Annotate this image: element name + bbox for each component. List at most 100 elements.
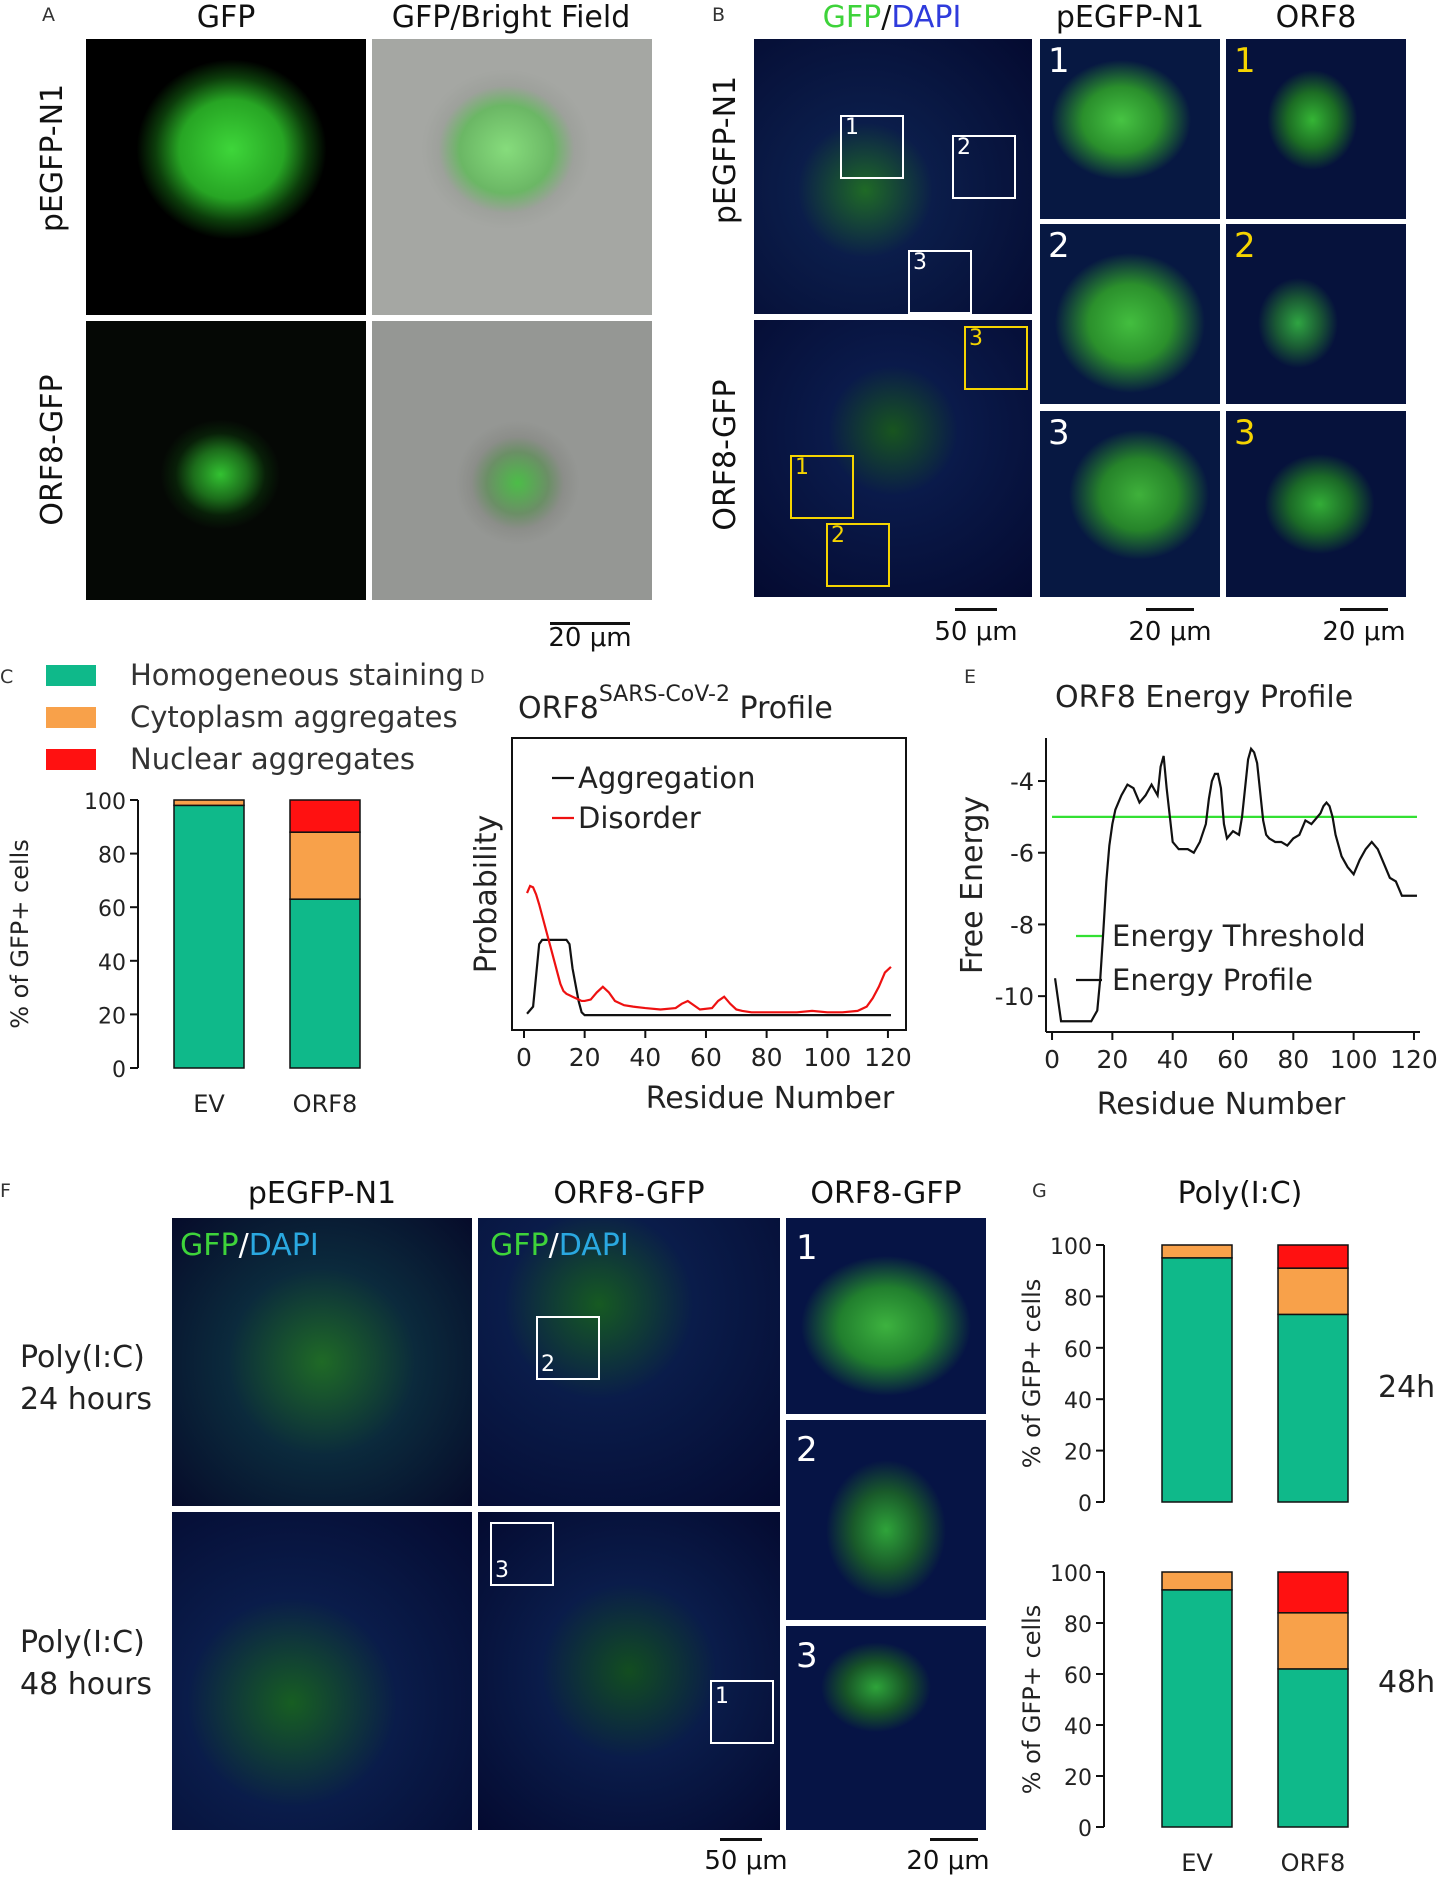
- x-tick-label: 120: [864, 1043, 912, 1072]
- chart-g-24h: 0 20 40 60 80 100% of GFP+ cells: [1018, 1235, 1349, 1517]
- chart-c: 0 20 40 60 80 100 EV ORF8 % of GFP+ cells: [6, 790, 361, 1118]
- x-tick-label: 20: [1096, 1045, 1128, 1074]
- inset-b-pegfp-1: 1: [1040, 39, 1220, 219]
- inset-box-1: 1: [790, 455, 854, 519]
- bar-segment: [289, 799, 361, 833]
- panel-a-scale-bar: [550, 622, 630, 625]
- panel-f-scale-bar-1: [720, 1838, 762, 1841]
- inset-box-3: 3: [908, 250, 972, 314]
- panel-f-header-orf8: ORF8-GFP: [553, 1176, 705, 1211]
- y-axis-label: % of GFP+ cells: [6, 839, 34, 1029]
- legend-swatch: [46, 706, 96, 728]
- legend-swatch: [46, 748, 96, 770]
- panel-a-header-bright-field: GFP/Bright Field: [391, 0, 631, 35]
- legend-label: Energy Profile: [1112, 963, 1313, 997]
- bar-segment: [1277, 1612, 1349, 1670]
- panel-label-c: C: [0, 666, 14, 688]
- y-tick-label: 60: [1064, 1664, 1092, 1689]
- y-tick-label: 60: [1064, 1338, 1092, 1363]
- x-tick-label: 100: [803, 1043, 851, 1072]
- inset-f-orf8-2: 2: [786, 1420, 986, 1620]
- y-tick-label: 100: [1050, 1235, 1092, 1260]
- chart-d: 0 20 40 60 80 100 120 Aggregation Disorder Residu…: [469, 737, 912, 1116]
- x-tick-label: EV: [193, 1090, 225, 1118]
- series-line-aggregation: [526, 938, 891, 1017]
- panel-f-header-pegfp: pEGFP-N1: [247, 1176, 397, 1211]
- micrograph-a-orf8-bright-field: [372, 321, 652, 600]
- chart-e: -10 -8 -6 -4 0 20 40 60 80 100 120 Energy Threshold…: [955, 738, 1438, 1122]
- y-tick-label: 0: [112, 1058, 126, 1083]
- micrograph-a-orf8-gfp: [86, 321, 366, 600]
- panel-a-row-label-pegfp: pEGFP-N1: [35, 83, 70, 233]
- x-tick-label: 40: [629, 1043, 661, 1072]
- y-tick-label: 40: [1064, 1389, 1092, 1414]
- inset-b-pegfp-3: 3: [1040, 411, 1220, 597]
- bar-segment: [1277, 1571, 1349, 1614]
- panel-a-header-gfp: GFP: [196, 0, 256, 35]
- slash-text: /: [881, 0, 892, 35]
- panel-b-row-label-pegfp: pEGFP-N1: [708, 75, 743, 225]
- micrograph-f-pegfp-48h: [172, 1512, 472, 1830]
- y-tick-label: 0: [1078, 1492, 1092, 1517]
- bar-segment: [1277, 1244, 1349, 1269]
- y-tick-label: 0: [1078, 1817, 1092, 1842]
- bar-segment: [289, 831, 361, 900]
- x-tick-label: ORF8: [1281, 1849, 1346, 1877]
- inset-b-pegfp-2: 2: [1040, 224, 1220, 404]
- y-axis-label: Probability: [469, 815, 504, 974]
- y-axis-label: % of GFP+ cells: [1018, 1605, 1046, 1795]
- x-tick-label: 0: [1044, 1045, 1060, 1074]
- chart-d-title: ORF8SARS-CoV-2 Profile: [518, 682, 833, 726]
- y-tick-label: -10: [995, 983, 1034, 1011]
- y-tick-label: 100: [84, 790, 126, 815]
- panel-b-scale-bar-2: [1146, 608, 1194, 611]
- x-tick-label: 60: [1217, 1045, 1249, 1074]
- bar-segment: [173, 804, 245, 1069]
- y-tick-label: 100: [1050, 1562, 1092, 1587]
- y-tick-label: 80: [1064, 1286, 1092, 1311]
- legend-item-nuclear: Nuclear aggregates: [46, 742, 415, 776]
- inset-box-3: 3: [964, 326, 1028, 390]
- y-tick-label: 40: [98, 951, 126, 976]
- panel-b-scale-label-3: 20 μm: [1322, 617, 1406, 647]
- legend-swatch: [46, 664, 96, 686]
- inset-box-2: 2: [536, 1316, 600, 1380]
- y-tick-label: 60: [98, 897, 126, 922]
- panel-f-row-label-24h: Poly(I:C) 24 hours: [20, 1340, 153, 1417]
- panel-b-row-label-orf8: ORF8-GFP: [708, 379, 743, 531]
- inset-f-orf8-1: 1: [786, 1218, 986, 1414]
- bar-segment: [1277, 1668, 1349, 1828]
- chart-g-48h: 0 20 40 60 80 100 EV ORF8 % of GFP+ cells: [1018, 1562, 1349, 1877]
- y-axis-label: Free Energy: [955, 796, 990, 974]
- panel-g-label-48h: 48h: [1378, 1665, 1436, 1700]
- y-tick-label: 20: [1064, 1441, 1092, 1466]
- bar-segment: [1277, 1313, 1349, 1503]
- inset-b-orf8-2: 2: [1226, 224, 1406, 404]
- inset-f-orf8-3: 3: [786, 1626, 986, 1830]
- series-line-profile: [1053, 746, 1417, 1023]
- x-tick-label: 80: [1277, 1045, 1309, 1074]
- x-tick-label: 20: [569, 1043, 601, 1072]
- x-axis-label: Residue Number: [646, 1081, 895, 1116]
- y-tick-label: 20: [98, 1004, 126, 1029]
- inset-box-1: 1: [840, 115, 904, 179]
- legend-label: Disorder: [578, 801, 701, 835]
- panel-g-label-24h: 24h: [1378, 1370, 1436, 1405]
- legend-label: Energy Threshold: [1112, 919, 1366, 953]
- inset-b-orf8-3: 3: [1226, 411, 1406, 597]
- panel-a-row-label-orf8: ORF8-GFP: [35, 374, 70, 526]
- gfp-text: GFP: [822, 0, 882, 35]
- panel-b-scale-bar-3: [1340, 608, 1388, 611]
- panel-a-scale-label: 20 μm: [548, 623, 632, 653]
- panel-g-title: Poly(I:C): [1177, 1176, 1303, 1211]
- x-tick-label: 0: [516, 1043, 532, 1072]
- series-line-disorder: [526, 884, 892, 1014]
- panel-f-scale-bar-2: [930, 1838, 978, 1841]
- legend-item-homogeneous: Homogeneous staining: [46, 658, 464, 692]
- x-tick-label: 80: [751, 1043, 783, 1072]
- chart-e-title: ORF8 Energy Profile: [1055, 680, 1354, 715]
- y-tick-label: 20: [1064, 1766, 1092, 1791]
- legend-label: Aggregation: [578, 761, 756, 795]
- inset-box-2: 2: [826, 523, 890, 587]
- dapi-text: DAPI: [891, 0, 962, 35]
